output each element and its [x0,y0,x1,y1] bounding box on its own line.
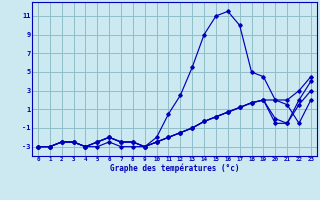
X-axis label: Graphe des températures (°c): Graphe des températures (°c) [110,164,239,173]
